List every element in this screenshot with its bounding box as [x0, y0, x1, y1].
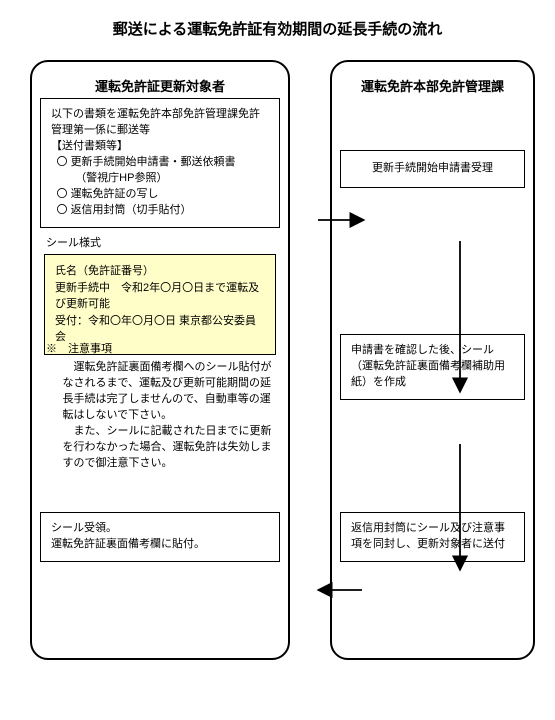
- send-docs-list: 【送付書類等】 更新手続開始申請書・郵送依頼書 （警視庁HP参照） 運転免許証の…: [51, 139, 269, 219]
- receive-seal-line-1: シール受領。: [51, 521, 269, 537]
- authority-create-seal-box: 申請書を確認した後、シール（運転免許証裏面備考欄補助用紙）を作成: [340, 334, 525, 400]
- seal-line-2: 更新手続中 令和2年〇月〇日まで運転及び更新可能: [55, 280, 265, 313]
- diagram-area: 運転免許証更新対象者 以下の書類を運転免許本部免許管理課免許管理第一係に郵送等 …: [30, 60, 535, 660]
- notice-header: ※ 注意事項: [46, 342, 274, 358]
- send-docs-item-1-sub: （警視庁HP参照）: [51, 171, 269, 187]
- notice-body-2: また、シールに記載された日までに更新を行わなかった場合、運転免許は失効しますので…: [46, 424, 274, 472]
- send-docs-list-header: 【送付書類等】: [51, 139, 269, 155]
- authority-receive-text: 更新手続開始申請書受理: [372, 162, 493, 174]
- page-title: 郵送による運転免許証有効期間の延長手続の流れ: [0, 0, 555, 49]
- applicant-send-docs-box: 以下の書類を運転免許本部免許管理課免許管理第一係に郵送等 【送付書類等】 更新手…: [40, 98, 280, 228]
- receive-seal-line-2: 運転免許証裏面備考欄に貼付。: [51, 537, 269, 553]
- seal-line-3: 受付：令和〇年〇月〇日 東京都公安委員会: [55, 313, 265, 346]
- seal-sample-box: 氏名（免許証番号） 更新手続中 令和2年〇月〇日まで運転及び更新可能 受付：令和…: [44, 254, 276, 355]
- seal-format-label: シール様式: [46, 234, 101, 250]
- send-docs-intro: 以下の書類を運転免許本部免許管理課免許管理第一係に郵送等: [51, 107, 269, 139]
- column-authority-header: 運転免許本部免許管理課: [340, 70, 525, 105]
- authority-receive-box: 更新手続開始申請書受理: [340, 150, 525, 188]
- applicant-receive-seal-box: シール受領。 運転免許証裏面備考欄に貼付。: [40, 512, 280, 562]
- authority-create-seal-text: 申請書を確認した後、シール（運転免許証裏面備考欄補助用紙）を作成: [351, 344, 505, 388]
- send-docs-item-3: 返信用封筒（切手貼付）: [62, 203, 269, 219]
- column-authority: 運転免許本部免許管理課 更新手続開始申請書受理 申請書を確認した後、シール（運転…: [330, 60, 535, 660]
- authority-send-back-box: 返信用封筒にシール及び注意事項を同封し、更新対象者に送付: [340, 512, 525, 562]
- authority-send-back-text: 返信用封筒にシール及び注意事項を同封し、更新対象者に送付: [351, 522, 505, 550]
- column-applicant: 運転免許証更新対象者 以下の書類を運転免許本部免許管理課免許管理第一係に郵送等 …: [30, 60, 290, 660]
- notice-block: ※ 注意事項 運転免許証裏面備考欄へのシール貼付がなされるまで、運転及び更新可能…: [46, 342, 274, 472]
- send-docs-item-2: 運転免許証の写し: [62, 187, 269, 203]
- seal-line-1: 氏名（免許証番号）: [55, 263, 265, 280]
- notice-body-1: 運転免許証裏面備考欄へのシール貼付がなされるまで、運転及び更新可能期間の延長手続…: [46, 360, 274, 424]
- send-docs-item-1: 更新手続開始申請書・郵送依頼書: [62, 155, 269, 171]
